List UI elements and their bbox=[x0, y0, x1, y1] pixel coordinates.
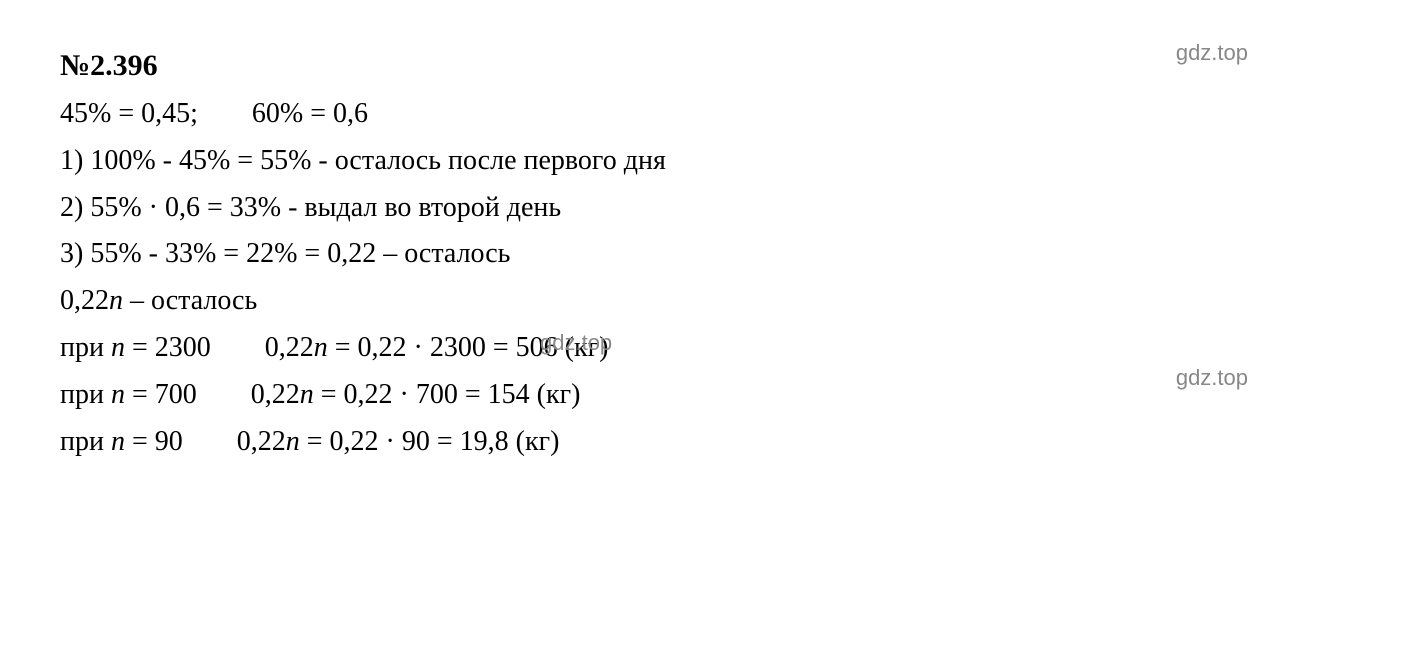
calculation-2: при n = 700 0,22n = 0,22 · 700 = 154 (кг… bbox=[60, 373, 1358, 418]
conversion-part1: 45% = 0,45; bbox=[60, 98, 198, 129]
problem-number-line: №2.396 bbox=[60, 42, 1358, 90]
calc1-expr-coeff: 0,22 bbox=[265, 332, 314, 363]
calc1-expr-var: n bbox=[314, 332, 328, 363]
calc1-prefix: при bbox=[60, 332, 111, 363]
remaining-coeff: 0,22 bbox=[60, 285, 109, 316]
conversion-part2: 60% = 0,6 bbox=[252, 98, 368, 129]
calc3-expr-var: n bbox=[286, 426, 300, 457]
calc2-value: = 700 bbox=[125, 379, 197, 410]
calc3-value: = 90 bbox=[125, 426, 183, 457]
calc1-value: = 2300 bbox=[125, 332, 211, 363]
conversion-line: 45% = 0,45; 60% = 0,6 bbox=[60, 92, 1358, 137]
calc3-expr-result: = 0,22 · 90 = 19,8 (кг) bbox=[300, 426, 560, 457]
calc2-expr-var: n bbox=[300, 379, 314, 410]
calc2-expr-coeff: 0,22 bbox=[251, 379, 300, 410]
step-2: 2) 55% · 0,6 = 33% - выдал во второй ден… bbox=[60, 186, 1358, 231]
calc3-prefix: при bbox=[60, 426, 111, 457]
calc3-expr-coeff: 0,22 bbox=[237, 426, 286, 457]
problem-number: №2.396 bbox=[60, 49, 158, 82]
watermark-middle: gdz.top bbox=[540, 325, 612, 360]
calc2-prefix: при bbox=[60, 379, 111, 410]
calc1-var: n bbox=[111, 332, 125, 363]
calc3-var: n bbox=[111, 426, 125, 457]
remaining-text: – осталось bbox=[123, 285, 257, 316]
remaining-variable: n bbox=[109, 285, 123, 316]
calc2-var: n bbox=[111, 379, 125, 410]
calculation-3: при n = 90 0,22n = 0,22 · 90 = 19,8 (кг) bbox=[60, 420, 1358, 465]
watermark-right: gdz.top bbox=[1176, 360, 1248, 395]
calc2-expr-result: = 0,22 · 700 = 154 (кг) bbox=[314, 379, 581, 410]
remaining-expression: 0,22n – осталось bbox=[60, 279, 1358, 324]
watermark-top: gdz.top bbox=[1176, 35, 1248, 70]
step-1: 1) 100% - 45% = 55% - осталось после пер… bbox=[60, 139, 1358, 184]
calculation-1: при n = 2300 0,22n = 0,22 · 2300 = 506 (… bbox=[60, 326, 1358, 371]
step-3: 3) 55% - 33% = 22% = 0,22 – осталось bbox=[60, 232, 1358, 277]
